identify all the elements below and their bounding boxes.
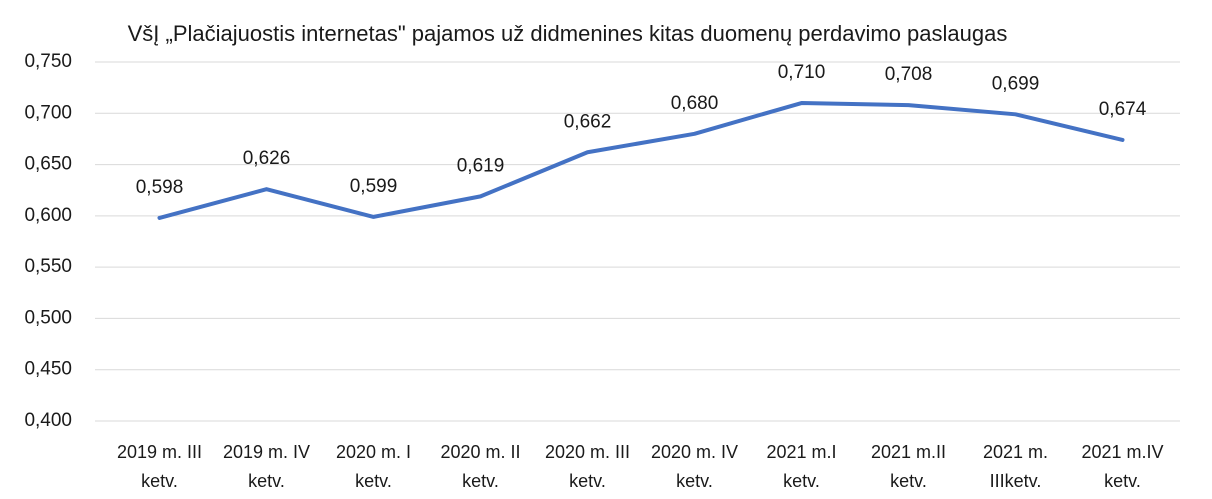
x-tick-label: 2021 m.I ketv.	[766, 442, 837, 491]
data-label: 0,626	[243, 148, 291, 169]
chart-title: VšĮ „Plačiajuostis internetas" pajamos u…	[127, 21, 1008, 46]
data-label: 0,710	[778, 62, 826, 83]
data-label: 0,598	[136, 177, 184, 198]
y-tick-label: 0,650	[24, 154, 72, 175]
data-label: 0,680	[671, 93, 719, 114]
x-tick-label: 2019 m. III ketv.	[116, 442, 203, 491]
x-tick-label: 2021 m. IIIketv.	[982, 442, 1049, 491]
data-label: 0,674	[1099, 99, 1147, 120]
y-tick-label: 0,600	[24, 205, 72, 226]
y-tick-label: 0,550	[24, 256, 72, 277]
data-label: 0,662	[564, 111, 612, 132]
x-tick-label: 2020 m. III ketv.	[544, 442, 631, 491]
y-tick-label: 0,400	[24, 410, 72, 431]
x-tick-label: 2021 m.IV ketv.	[1081, 442, 1164, 491]
y-tick-label: 0,450	[24, 359, 72, 380]
data-label: 0,699	[992, 73, 1040, 94]
x-tick-label: 2020 m. I ketv.	[335, 442, 412, 491]
x-tick-label: 2020 m. II ketv.	[440, 442, 521, 491]
x-tick-label: 2021 m.II ketv.	[870, 442, 947, 491]
data-label: 0,708	[885, 64, 933, 85]
y-tick-label: 0,500	[24, 307, 72, 328]
data-label: 0,619	[457, 155, 505, 176]
y-tick-label: 0,750	[24, 51, 72, 72]
x-tick-label: 2020 m. IV ketv.	[650, 442, 739, 491]
y-tick-label: 0,700	[24, 102, 72, 123]
line	[157, 101, 1125, 220]
x-tick-label: 2019 m. IV ketv.	[222, 442, 311, 491]
data-label: 0,599	[350, 176, 398, 197]
